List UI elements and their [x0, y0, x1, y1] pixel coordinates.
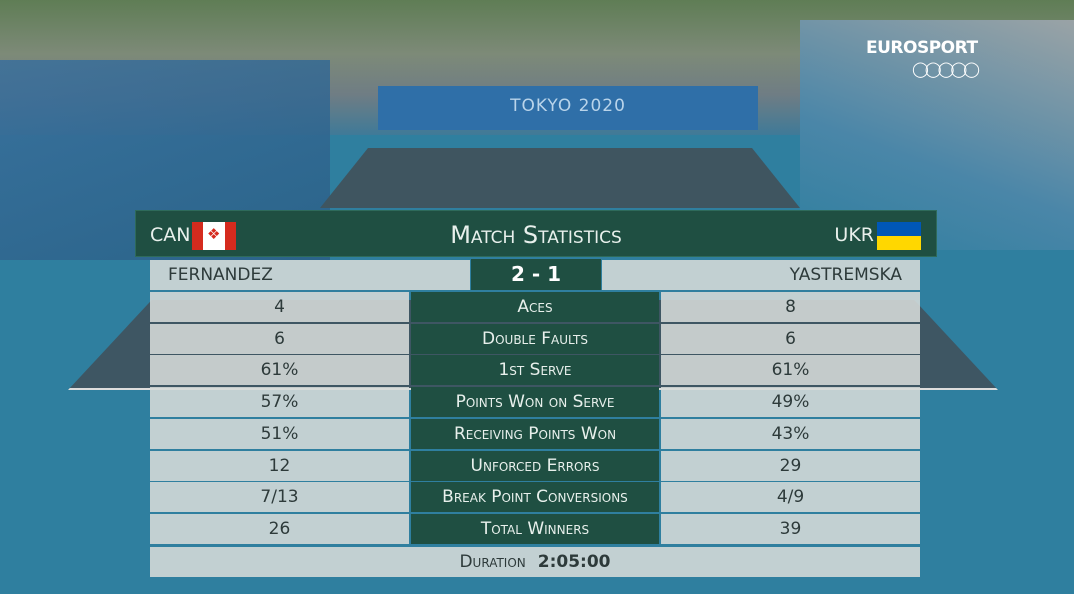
stat-row: 12 Unforced Errors 29 [150, 450, 920, 481]
stat-row: 7/13 Break Point Conversions 4/9 [150, 482, 920, 513]
page-title: Match Statistics [450, 221, 622, 249]
stat-label: Total Winners [411, 513, 659, 544]
stat-right-value: 43% [661, 418, 920, 449]
stat-left-value: 7/13 [150, 482, 409, 513]
stat-right-value: 29 [661, 450, 920, 481]
stat-label: Unforced Errors [411, 450, 659, 481]
broadcaster-logo: EUROSPORT [866, 38, 978, 58]
match-duration: Duration 2:05:00 [150, 547, 920, 577]
stat-row: 26 Total Winners 39 [150, 513, 920, 544]
stat-label: Double Faults [411, 323, 659, 354]
stat-right-value: 39 [661, 513, 920, 544]
stat-row: 6 Double Faults 6 [150, 323, 920, 354]
stat-label: Receiving Points Won [411, 418, 659, 449]
stat-row: 51% Receiving Points Won 43% [150, 418, 920, 449]
duration-label: Duration [459, 552, 526, 572]
stat-label: Aces [411, 292, 659, 322]
stat-left-value: 4 [150, 292, 409, 322]
ukraine-flag-icon [877, 222, 921, 250]
stat-label: Break Point Conversions [411, 482, 659, 513]
stat-label: 1st Serve [411, 355, 659, 386]
tennis-court [320, 148, 800, 208]
olympic-rings-icon: ◯◯◯◯◯ [912, 60, 980, 78]
stat-left-value: 51% [150, 418, 409, 449]
stat-right-value: 49% [661, 387, 920, 418]
left-player-name: FERNANDEZ [150, 260, 470, 290]
stats-header: CAN Match Statistics UKR [135, 210, 937, 257]
left-country-code: CAN [150, 224, 191, 246]
stat-left-value: 57% [150, 387, 409, 418]
stat-label: Points Won on Serve [411, 387, 659, 418]
match-score: 2 - 1 [471, 259, 601, 290]
right-player-name: YASTREMSKA [602, 260, 920, 290]
stat-right-value: 8 [661, 292, 920, 322]
stat-right-value: 6 [661, 323, 920, 354]
canada-flag-icon [192, 222, 236, 250]
stat-row: 57% Points Won on Serve 49% [150, 387, 920, 418]
stat-left-value: 6 [150, 323, 409, 354]
stat-right-value: 61% [661, 355, 920, 386]
stat-left-value: 12 [150, 450, 409, 481]
stat-right-value: 4/9 [661, 482, 920, 513]
right-country-code: UKR [834, 224, 874, 246]
venue-banner: TOKYO 2020 [510, 96, 626, 116]
stat-row: 61% 1st Serve 61% [150, 355, 920, 386]
stat-row: 4 Aces 8 [150, 292, 920, 322]
stat-left-value: 26 [150, 513, 409, 544]
duration-value: 2:05:00 [537, 552, 611, 572]
stat-left-value: 61% [150, 355, 409, 386]
venue-wall: TOKYO 2020 [378, 86, 758, 130]
